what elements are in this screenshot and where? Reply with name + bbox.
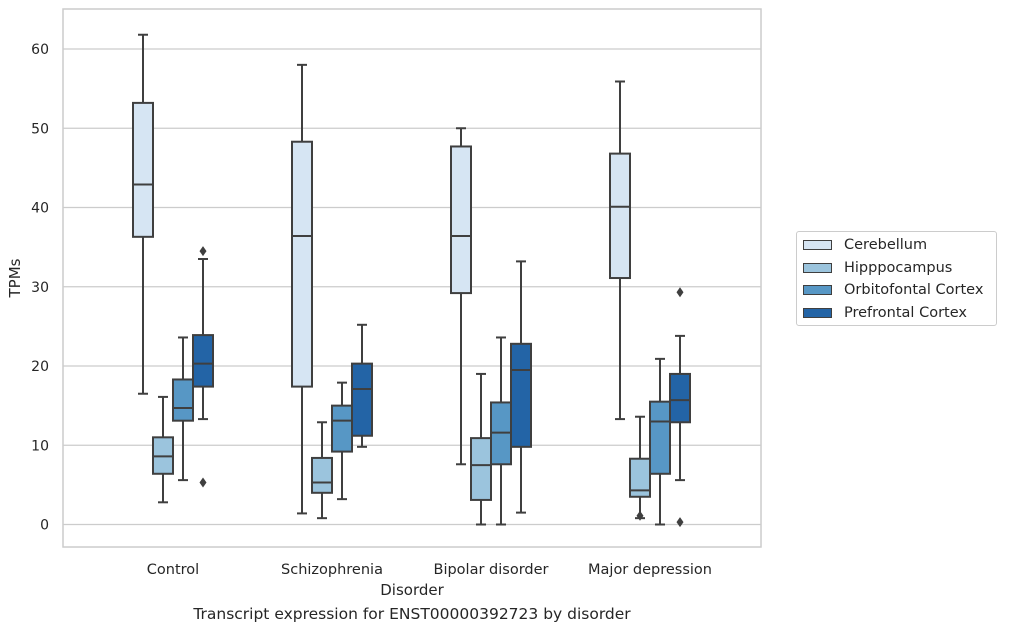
y-tick-label: 20 xyxy=(31,359,49,375)
box-1-3 xyxy=(629,415,651,521)
y-tick-label: 60 xyxy=(31,42,49,58)
box-body xyxy=(470,437,492,501)
y-tick-label: 0 xyxy=(40,518,49,534)
box-body xyxy=(351,362,373,437)
box-body xyxy=(649,400,671,475)
outlier-point xyxy=(636,510,644,521)
x-tick-label: Schizophrenia xyxy=(281,562,383,578)
box-3-3 xyxy=(669,287,691,528)
x-axis-label: Disorder xyxy=(380,581,444,599)
box-series xyxy=(132,33,691,528)
legend-swatch-cerebellum xyxy=(803,240,832,250)
box-body xyxy=(172,378,194,422)
box-0-0 xyxy=(132,33,154,395)
y-axis-label: TPMs xyxy=(6,258,24,298)
box-body xyxy=(510,342,532,448)
x-tick-label: Control xyxy=(147,562,199,578)
box-body xyxy=(132,101,154,238)
box-1-1 xyxy=(311,421,333,520)
outlier-point xyxy=(199,477,207,488)
x-tick-labels: Control Schizophrenia Bipolar disorder Majo… xyxy=(147,562,712,578)
box-body xyxy=(669,372,691,424)
box-3-2 xyxy=(510,260,532,514)
legend-label-cerebellum: Cerebellum xyxy=(844,237,928,253)
outlier-point xyxy=(676,517,684,528)
box-body xyxy=(291,140,313,388)
chart-caption: Transcript expression for ENST0000039272… xyxy=(193,605,631,623)
box-body xyxy=(311,456,333,494)
legend-label-hippocampus: Hipppocampus xyxy=(844,260,953,276)
y-tick-label: 50 xyxy=(31,121,49,137)
box-1-2 xyxy=(470,372,492,526)
y-tick-label: 10 xyxy=(31,438,49,454)
box-1-0 xyxy=(152,395,174,504)
legend-item-orbitofrontal: Orbitofontal Cortex xyxy=(803,280,983,300)
box-3-1 xyxy=(351,323,373,448)
legend-item-hippocampus: Hipppocampus xyxy=(803,258,952,278)
x-tick-label: Bipolar disorder xyxy=(434,562,549,578)
y-tick-label: 40 xyxy=(31,201,49,217)
x-tick-label: Major depression xyxy=(588,562,712,578)
box-2-3 xyxy=(649,357,671,526)
box-body xyxy=(609,152,631,280)
box-0-2 xyxy=(450,127,472,466)
outlier-point xyxy=(199,246,207,257)
legend: Cerebellum Hipppocampus Orbitofontal Cor… xyxy=(796,231,997,326)
box-body xyxy=(331,404,353,453)
box-body xyxy=(450,145,472,295)
box-body xyxy=(629,457,651,498)
box-0-3 xyxy=(609,80,631,421)
box-3-0 xyxy=(192,246,214,488)
grid-lines xyxy=(63,48,761,526)
box-body xyxy=(192,334,214,388)
box-2-0 xyxy=(172,336,194,482)
y-tick-labels: 0 10 20 30 40 50 60 xyxy=(31,42,49,534)
legend-swatch-prefrontal xyxy=(803,308,832,318)
box-0-1 xyxy=(291,63,313,515)
legend-label-prefrontal: Prefrontal Cortex xyxy=(844,305,967,321)
y-tick-label: 30 xyxy=(31,280,49,296)
legend-swatch-orbitofrontal xyxy=(803,285,832,295)
legend-item-cerebellum: Cerebellum xyxy=(803,235,927,255)
plot-area-frame xyxy=(62,8,762,548)
legend-label-orbitofrontal: Orbitofontal Cortex xyxy=(844,282,984,298)
legend-swatch-hippocampus xyxy=(803,263,832,273)
legend-item-prefrontal: Prefrontal Cortex xyxy=(803,303,967,323)
outlier-point xyxy=(676,287,684,298)
box-2-1 xyxy=(331,381,353,501)
